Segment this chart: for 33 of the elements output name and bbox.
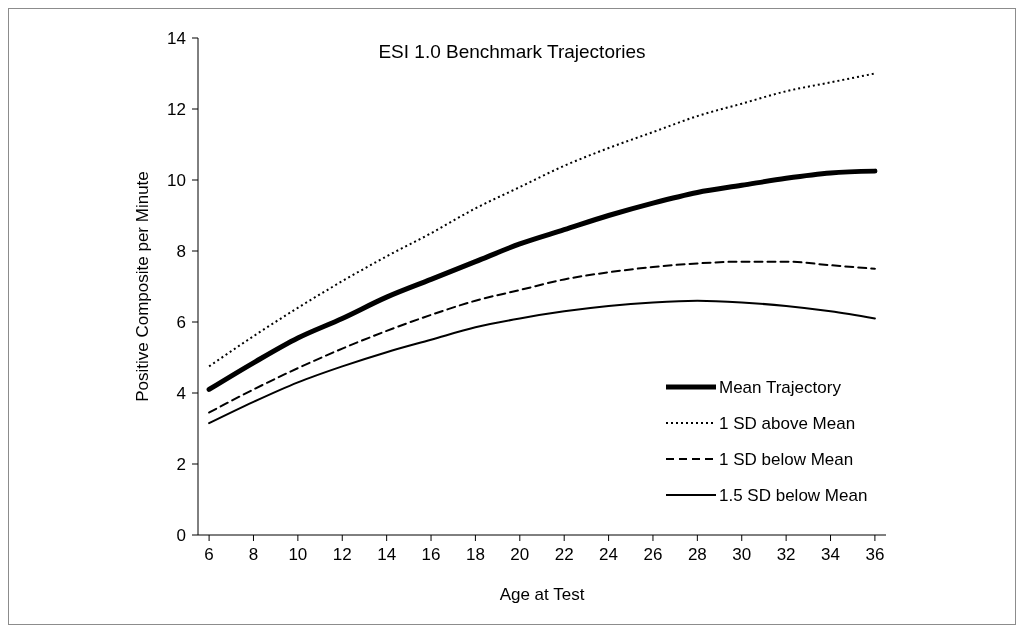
x-tick-label: 36 [865, 545, 885, 564]
legend-label: 1 SD below Mean [719, 450, 854, 469]
y-axis-title: Positive Composite per Minute [133, 171, 152, 402]
y-tick-label: 2 [176, 455, 186, 474]
x-tick-label: 32 [776, 545, 796, 564]
y-tick-label: 14 [167, 29, 186, 48]
line-series [208, 72, 876, 368]
y-tick-label: 10 [167, 171, 186, 190]
x-tick-label: 26 [643, 545, 663, 564]
x-tick-label: 12 [332, 545, 352, 564]
y-tick-label: 8 [176, 242, 186, 261]
x-axis-title: Age at Test [499, 585, 585, 604]
x-tick-label: 34 [821, 545, 840, 564]
chart-title: ESI 1.0 Benchmark Trajectories [378, 41, 646, 62]
legend-label: Mean Trajectory [719, 378, 842, 397]
line-series [208, 260, 876, 414]
x-tick-label: 20 [510, 545, 530, 564]
x-tick-label: 18 [465, 545, 485, 564]
y-tick-label: 12 [167, 100, 186, 119]
y-tick-label: 6 [176, 313, 186, 332]
x-tick-label: 6 [204, 545, 214, 564]
x-tick-label: 30 [732, 545, 752, 564]
legend-label: 1.5 SD below Mean [719, 486, 868, 505]
x-tick-label: 16 [421, 545, 441, 564]
y-tick-label: 4 [176, 384, 186, 403]
x-tick-label: 8 [248, 545, 259, 564]
x-tick-label: 22 [554, 545, 574, 564]
x-tick-label: 28 [687, 545, 707, 564]
x-tick-label: 14 [377, 545, 397, 564]
y-tick-label: 0 [176, 526, 186, 545]
legend-label: 1 SD above Mean [719, 414, 856, 433]
x-tick-label: 24 [599, 545, 619, 564]
x-tick-label: 10 [288, 545, 308, 564]
